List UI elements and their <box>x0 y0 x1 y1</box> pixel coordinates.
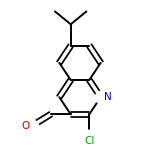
Text: O: O <box>22 121 30 131</box>
Text: N: N <box>104 92 112 102</box>
Text: Cl: Cl <box>84 136 94 146</box>
